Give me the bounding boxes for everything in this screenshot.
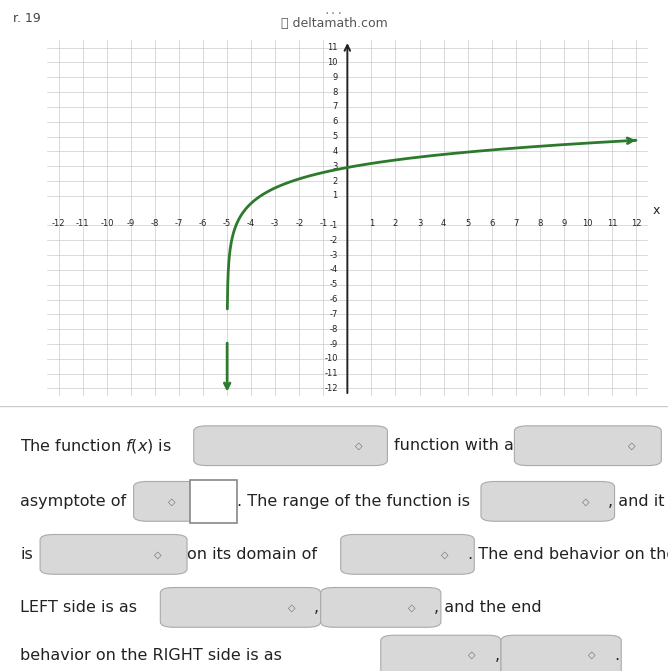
Text: ◇: ◇ [582, 497, 589, 507]
Text: 7: 7 [333, 103, 338, 111]
Text: 9: 9 [333, 73, 338, 82]
Text: 🔒 deltamath.com: 🔒 deltamath.com [281, 17, 387, 30]
Text: -5: -5 [223, 219, 231, 228]
Text: ◇: ◇ [355, 441, 362, 451]
FancyBboxPatch shape [134, 482, 200, 521]
Text: , and it: , and it [608, 494, 665, 509]
Text: -8: -8 [329, 325, 338, 333]
Text: 10: 10 [327, 58, 338, 67]
Text: -5: -5 [329, 280, 338, 289]
FancyBboxPatch shape [341, 535, 474, 574]
Text: 1: 1 [333, 191, 338, 201]
Text: The function $f(x)$ is: The function $f(x)$ is [20, 437, 172, 455]
Text: ,: , [494, 648, 500, 662]
Text: 5: 5 [333, 132, 338, 141]
Text: on its domain of: on its domain of [187, 547, 317, 562]
Text: ◇: ◇ [154, 550, 162, 560]
Text: 7: 7 [513, 219, 518, 228]
Text: -6: -6 [199, 219, 207, 228]
Text: ◇: ◇ [288, 603, 295, 613]
Text: 8: 8 [537, 219, 542, 228]
Text: ◇: ◇ [589, 650, 596, 660]
Text: -7: -7 [175, 219, 183, 228]
FancyBboxPatch shape [160, 588, 321, 627]
Text: -10: -10 [324, 354, 338, 363]
Text: ◇: ◇ [468, 650, 476, 660]
Text: ◇: ◇ [168, 497, 175, 507]
Text: -1: -1 [329, 221, 338, 230]
Text: -2: -2 [329, 236, 338, 245]
Text: 11: 11 [607, 219, 617, 228]
Text: , and the end: , and the end [434, 600, 542, 615]
FancyBboxPatch shape [381, 635, 501, 671]
FancyBboxPatch shape [190, 480, 237, 523]
Text: 6: 6 [333, 117, 338, 126]
FancyBboxPatch shape [481, 482, 615, 521]
Text: 9: 9 [561, 219, 566, 228]
Text: 3: 3 [417, 219, 422, 228]
FancyBboxPatch shape [194, 426, 387, 466]
Text: asymptote of: asymptote of [20, 494, 126, 509]
Text: ◇: ◇ [442, 550, 449, 560]
Text: -3: -3 [329, 251, 338, 260]
FancyBboxPatch shape [40, 535, 187, 574]
Text: -9: -9 [127, 219, 135, 228]
Text: -7: -7 [329, 310, 338, 319]
Text: . The end behavior on the: . The end behavior on the [468, 547, 668, 562]
Text: .: . [615, 648, 620, 662]
FancyBboxPatch shape [501, 635, 621, 671]
Text: -8: -8 [151, 219, 159, 228]
Text: -10: -10 [100, 219, 114, 228]
Text: -3: -3 [271, 219, 279, 228]
Text: -9: -9 [329, 340, 338, 348]
Text: 5: 5 [465, 219, 470, 228]
Text: -4: -4 [247, 219, 255, 228]
Text: 3: 3 [333, 162, 338, 170]
Text: 12: 12 [631, 219, 641, 228]
Text: 1: 1 [369, 219, 374, 228]
Text: -2: -2 [295, 219, 303, 228]
Text: behavior on the RIGHT side is as: behavior on the RIGHT side is as [20, 648, 282, 662]
Text: 2: 2 [333, 176, 338, 185]
Text: -12: -12 [52, 219, 65, 228]
FancyBboxPatch shape [321, 588, 441, 627]
Text: ...: ... [324, 6, 344, 16]
Text: -12: -12 [324, 384, 338, 393]
Text: ,: , [314, 600, 319, 615]
Text: -4: -4 [329, 266, 338, 274]
Text: 2: 2 [393, 219, 398, 228]
Text: -1: -1 [319, 219, 327, 228]
Text: 8: 8 [333, 88, 338, 97]
FancyBboxPatch shape [514, 426, 661, 466]
Text: ◇: ◇ [408, 603, 415, 613]
Text: 6: 6 [489, 219, 494, 228]
Text: ◇: ◇ [629, 441, 636, 451]
Text: LEFT side is as: LEFT side is as [20, 600, 137, 615]
Text: -11: -11 [324, 369, 338, 378]
Text: -6: -6 [329, 295, 338, 304]
Text: function with a: function with a [394, 438, 514, 453]
Text: is: is [20, 547, 33, 562]
Text: . The range of the function is: . The range of the function is [237, 494, 470, 509]
Text: 4: 4 [441, 219, 446, 228]
Text: 4: 4 [333, 147, 338, 156]
Text: -11: -11 [76, 219, 90, 228]
Text: 10: 10 [582, 219, 593, 228]
Text: r. 19: r. 19 [13, 11, 41, 25]
Text: x: x [653, 204, 660, 217]
Text: 11: 11 [327, 43, 338, 52]
